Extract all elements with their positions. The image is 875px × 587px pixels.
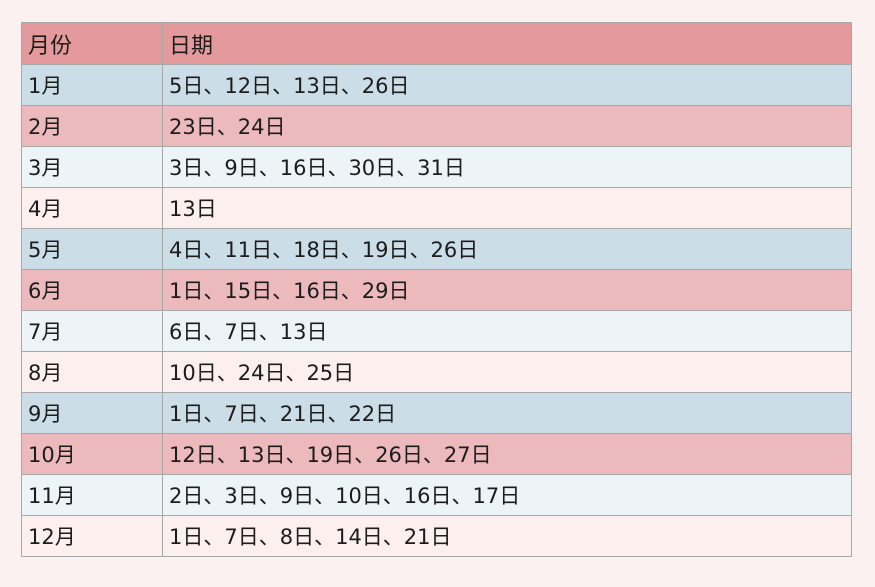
cell-dates: 6日、7日、13日	[163, 311, 852, 352]
cell-dates: 12日、13日、19日、26日、27日	[163, 434, 852, 475]
cell-month: 4月	[22, 188, 163, 229]
month-dates-table: 月份 日期 1月 5日、12日、13日、26日 2月 23日、24日 3月 3日…	[21, 22, 852, 557]
table-row: 10月 12日、13日、19日、26日、27日	[22, 434, 852, 475]
table-row: 6月 1日、15日、16日、29日	[22, 270, 852, 311]
table-row: 11月 2日、3日、9日、10日、16日、17日	[22, 475, 852, 516]
cell-month: 12月	[22, 516, 163, 557]
table-row: 3月 3日、9日、16日、30日、31日	[22, 147, 852, 188]
header-dates: 日期	[163, 23, 852, 65]
header-month: 月份	[22, 23, 163, 65]
cell-month: 3月	[22, 147, 163, 188]
cell-dates: 23日、24日	[163, 106, 852, 147]
table-row: 8月 10日、24日、25日	[22, 352, 852, 393]
table-row: 4月 13日	[22, 188, 852, 229]
cell-dates: 10日、24日、25日	[163, 352, 852, 393]
cell-dates: 13日	[163, 188, 852, 229]
cell-month: 1月	[22, 65, 163, 106]
cell-dates: 1日、7日、21日、22日	[163, 393, 852, 434]
cell-dates: 1日、15日、16日、29日	[163, 270, 852, 311]
cell-dates: 2日、3日、9日、10日、16日、17日	[163, 475, 852, 516]
table-row: 7月 6日、7日、13日	[22, 311, 852, 352]
table-row: 5月 4日、11日、18日、19日、26日	[22, 229, 852, 270]
month-dates-table-container: 月份 日期 1月 5日、12日、13日、26日 2月 23日、24日 3月 3日…	[21, 22, 851, 557]
table-row: 2月 23日、24日	[22, 106, 852, 147]
cell-month: 5月	[22, 229, 163, 270]
table-row: 12月 1日、7日、8日、14日、21日	[22, 516, 852, 557]
cell-month: 9月	[22, 393, 163, 434]
cell-dates: 3日、9日、16日、30日、31日	[163, 147, 852, 188]
cell-month: 10月	[22, 434, 163, 475]
table-row: 1月 5日、12日、13日、26日	[22, 65, 852, 106]
table-row: 9月 1日、7日、21日、22日	[22, 393, 852, 434]
cell-month: 7月	[22, 311, 163, 352]
cell-month: 8月	[22, 352, 163, 393]
cell-dates: 1日、7日、8日、14日、21日	[163, 516, 852, 557]
cell-month: 11月	[22, 475, 163, 516]
cell-dates: 4日、11日、18日、19日、26日	[163, 229, 852, 270]
cell-dates: 5日、12日、13日、26日	[163, 65, 852, 106]
cell-month: 2月	[22, 106, 163, 147]
table-header-row: 月份 日期	[22, 23, 852, 65]
cell-month: 6月	[22, 270, 163, 311]
